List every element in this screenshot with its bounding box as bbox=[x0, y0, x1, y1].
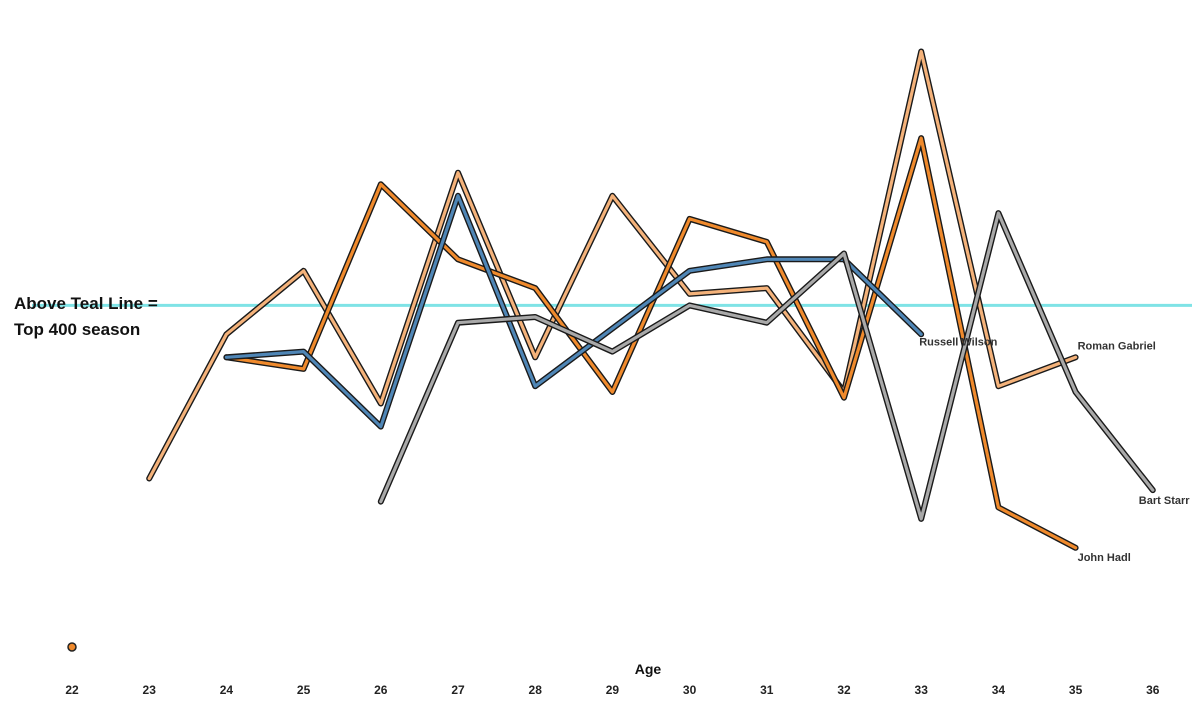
x-tick-label: 29 bbox=[606, 683, 620, 697]
x-tick-label: 35 bbox=[1069, 683, 1083, 697]
x-tick-label: 31 bbox=[760, 683, 774, 697]
x-axis-label: Age bbox=[635, 661, 662, 677]
x-tick-label: 26 bbox=[374, 683, 388, 697]
x-tick-label: 33 bbox=[915, 683, 929, 697]
x-tick-label: 22 bbox=[65, 683, 79, 697]
x-tick-label: 36 bbox=[1146, 683, 1160, 697]
threshold-annotation: Above Teal Line = Top 400 season bbox=[14, 291, 158, 343]
series-line-roman-gabriel bbox=[147, 49, 1078, 481]
annotation-line-1: Above Teal Line = bbox=[14, 294, 158, 313]
series-layer bbox=[146, 48, 1156, 551]
series-end-labels: Roman Gabriel John Hadl Russell Wilson Bart… bbox=[919, 336, 1190, 563]
series-label-roman-gabriel: Roman Gabriel bbox=[1078, 340, 1156, 352]
x-tick-label: 32 bbox=[837, 683, 851, 697]
x-tick-label: 23 bbox=[143, 683, 157, 697]
series-line-john-hadl bbox=[224, 136, 1078, 550]
x-tick-label: 27 bbox=[451, 683, 465, 697]
x-tick-label: 25 bbox=[297, 683, 311, 697]
x-tick-label: 30 bbox=[683, 683, 697, 697]
series-line-bart-starr bbox=[379, 211, 1155, 521]
series-label-john-hadl: John Hadl bbox=[1078, 552, 1131, 564]
x-axis-ticks: 22 23 24 25 26 27 28 29 30 31 32 33 34 35 36 bbox=[65, 683, 1159, 697]
series-label-bart-starr: Bart Starr bbox=[1139, 495, 1190, 507]
annotation-line-2: Top 400 season bbox=[14, 320, 141, 339]
legend-marker bbox=[67, 642, 77, 652]
x-tick-label: 28 bbox=[529, 683, 543, 697]
x-tick-label: 34 bbox=[992, 683, 1006, 697]
x-tick-label: 24 bbox=[220, 683, 234, 697]
series-line-russell-wilson bbox=[224, 194, 923, 429]
series-label-russell-wilson: Russell Wilson bbox=[919, 336, 997, 348]
